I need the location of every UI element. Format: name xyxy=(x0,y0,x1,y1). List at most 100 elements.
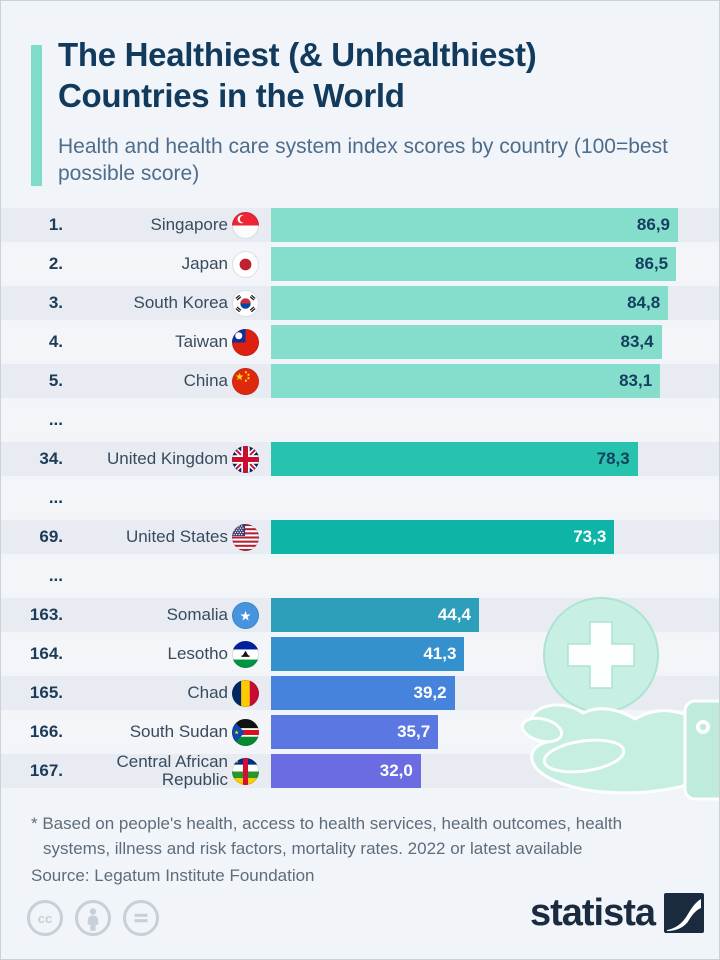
chart-rows: 1. Singapore 86,9 2. Japan 86,5 3. South Korea 8… xyxy=(1,208,719,793)
statista-logo: statista xyxy=(530,893,704,933)
value-label: 41,3 xyxy=(423,644,457,663)
score-bar: 86,5 xyxy=(271,247,677,281)
table-row: 5. China 83,1 xyxy=(1,364,719,398)
bar-track: 41,3 xyxy=(271,637,678,671)
table-row: 1. Singapore 86,9 xyxy=(1,208,719,242)
value-label: 39,2 xyxy=(413,683,447,702)
table-row: 167. Central African Republic 32,0 xyxy=(1,752,719,789)
us-flag-icon xyxy=(232,523,259,551)
value-label: 86,9 xyxy=(636,215,670,234)
country-label: Taiwan xyxy=(175,332,228,351)
bar-track: 83,4 xyxy=(271,325,678,359)
country-label: South Sudan xyxy=(129,722,228,741)
value-label: 32,0 xyxy=(379,761,413,780)
country-label: Somalia xyxy=(166,605,228,624)
rank-label: 2. xyxy=(48,254,63,273)
value-label: 83,4 xyxy=(620,332,654,351)
ellipsis-row: ... xyxy=(1,481,719,515)
bar-track: 84,8 xyxy=(271,286,678,320)
rank-label: 164. xyxy=(29,644,63,663)
score-bar: 32,0 xyxy=(271,754,421,788)
title-accent-bar xyxy=(31,45,42,186)
rank-label: 166. xyxy=(29,722,63,741)
jp-flag-icon xyxy=(232,250,259,278)
country-label: United Kingdom xyxy=(107,449,228,468)
ellipsis-row: ... xyxy=(1,559,719,593)
source-text: Source: Legatum Institute Foundation xyxy=(31,866,315,885)
country-label: China xyxy=(183,371,228,390)
country-label: United States xyxy=(125,527,228,546)
score-bar: 84,8 xyxy=(271,286,669,320)
ls-flag-icon xyxy=(232,640,259,668)
rank-label: 167. xyxy=(29,761,63,780)
bar-track: 86,9 xyxy=(271,208,678,242)
title-line-2: Countries in the World xyxy=(58,77,405,114)
country-label: South Korea xyxy=(133,293,228,312)
sg-flag-icon xyxy=(232,211,259,239)
cf-flag-icon xyxy=(232,757,259,785)
ellipsis-label: ... xyxy=(48,566,63,585)
page-title: The Healthiest (& Unhealthiest) Countrie… xyxy=(58,34,537,116)
td-flag-icon xyxy=(232,679,259,707)
country-label: Chad xyxy=(187,683,228,702)
tw-flag-icon xyxy=(232,328,259,356)
score-bar: 73,3 xyxy=(271,520,615,554)
score-bar: 86,9 xyxy=(271,208,678,242)
table-row: 3. South Korea 84,8 xyxy=(1,286,719,320)
score-bar: 39,2 xyxy=(271,676,455,710)
table-row: 166. South Sudan 35,7 xyxy=(1,715,719,749)
cc-by-icon xyxy=(75,900,111,936)
ellipsis-label: ... xyxy=(48,410,63,429)
bar-track: 32,0 xyxy=(271,754,678,788)
country-label: Lesotho xyxy=(167,644,229,663)
score-bar: 44,4 xyxy=(271,598,479,632)
value-label: 86,5 xyxy=(635,254,669,273)
table-row: 164. Lesotho 41,3 xyxy=(1,637,719,671)
svg-text:cc: cc xyxy=(38,911,52,926)
value-label: 78,3 xyxy=(596,449,630,468)
table-row: 4. Taiwan 83,4 xyxy=(1,325,719,359)
score-bar: 83,4 xyxy=(271,325,662,359)
rank-label: 165. xyxy=(29,683,63,702)
rank-label: 163. xyxy=(29,605,63,624)
value-label: 35,7 xyxy=(397,722,431,741)
license-icons: cc xyxy=(26,899,160,937)
score-bar: 78,3 xyxy=(271,442,638,476)
table-row: 34. United Kingdom 78,3 xyxy=(1,442,719,476)
rank-label: 1. xyxy=(48,215,63,234)
kr-flag-icon xyxy=(232,289,259,317)
so-flag-icon xyxy=(232,601,259,629)
bar-track: 39,2 xyxy=(271,676,678,710)
table-row: 165. Chad 39,2 xyxy=(1,676,719,710)
value-label: 44,4 xyxy=(437,605,471,624)
value-label: 83,1 xyxy=(619,371,653,390)
footnote-block: * Based on people's health, access to he… xyxy=(31,811,689,888)
table-row: 163. Somalia 44,4 xyxy=(1,598,719,632)
title-line-1: The Healthiest (& Unhealthiest) xyxy=(58,36,537,73)
ss-flag-icon xyxy=(232,718,259,746)
statista-logo-text: statista xyxy=(529,892,656,934)
rank-label: 3. xyxy=(48,293,63,312)
score-bar: 83,1 xyxy=(271,364,661,398)
gb-flag-icon xyxy=(232,445,259,473)
country-label: Singapore xyxy=(150,215,228,234)
value-label: 73,3 xyxy=(573,527,607,546)
table-row: 69. United States 73,3 xyxy=(1,520,719,554)
country-label: Central African Republic xyxy=(116,752,229,789)
bar-track: 73,3 xyxy=(271,520,678,554)
rank-label: 69. xyxy=(39,527,63,546)
score-bar: 41,3 xyxy=(271,637,465,671)
footnote-text: * Based on people's health, access to he… xyxy=(31,814,623,858)
cn-flag-icon xyxy=(232,367,259,395)
statista-logo-mark xyxy=(664,893,704,933)
page-subtitle: Health and health care system index scor… xyxy=(58,135,668,185)
bar-track: 35,7 xyxy=(271,715,678,749)
ellipsis-label: ... xyxy=(48,488,63,507)
table-row: 2. Japan 86,5 xyxy=(1,247,719,281)
rank-label: 34. xyxy=(39,449,63,468)
ellipsis-row: ... xyxy=(1,403,719,437)
bar-track: 86,5 xyxy=(271,247,678,281)
bar-track: 83,1 xyxy=(271,364,678,398)
bar-track: 78,3 xyxy=(271,442,678,476)
